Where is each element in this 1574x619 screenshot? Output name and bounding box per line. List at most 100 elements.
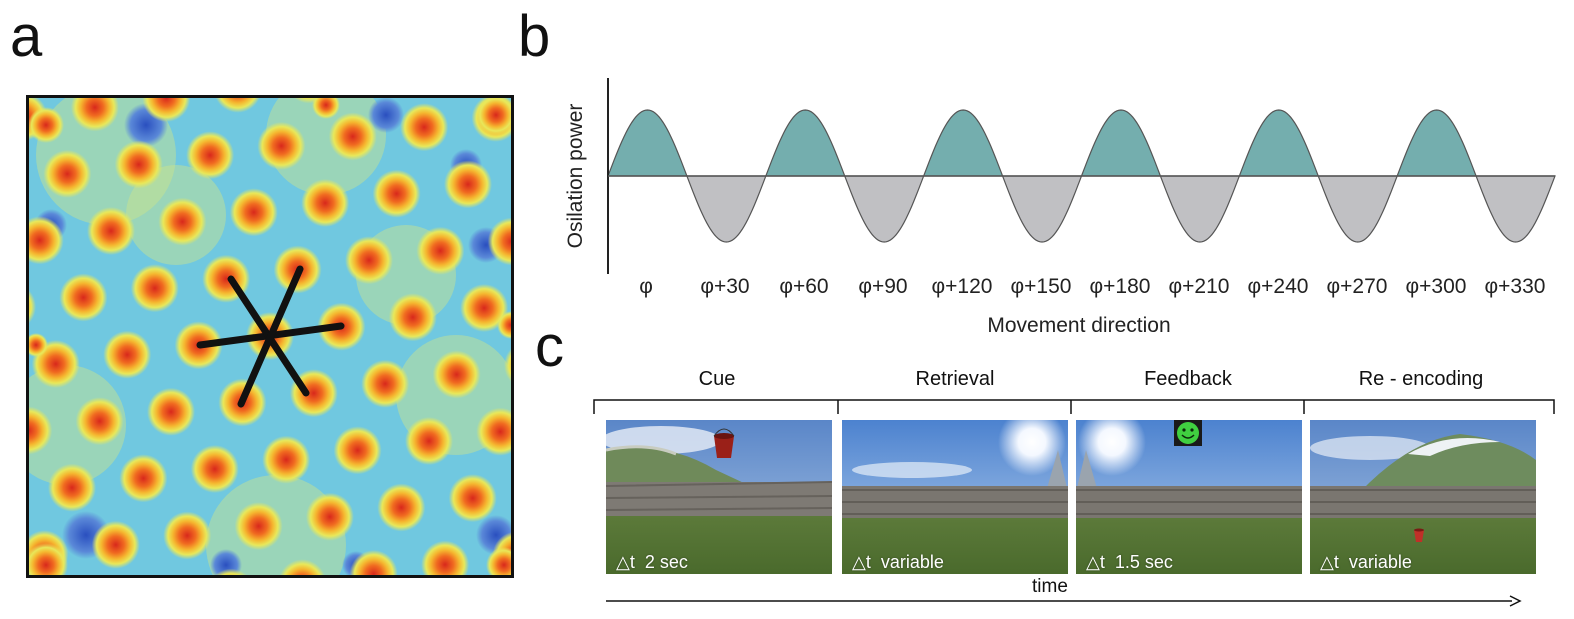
x-tick-label: φ+300	[1406, 275, 1467, 298]
positive-lobe	[764, 109, 846, 177]
positive-lobe	[923, 109, 1004, 177]
firing-field	[476, 407, 511, 456]
firing-field	[158, 197, 207, 246]
x-tick-label: φ+180	[1090, 275, 1151, 298]
x-tick-label: φ	[639, 275, 653, 298]
x-tick-label: φ+330	[1485, 275, 1546, 298]
firing-field	[29, 289, 36, 324]
firing-field	[405, 417, 453, 465]
firing-field	[416, 226, 465, 275]
negative-lobe	[1159, 175, 1240, 243]
retrieval-screenshot: △t variable	[842, 420, 1068, 574]
negative-lobe	[1317, 175, 1399, 243]
firing-field	[147, 387, 195, 436]
grid-axis-line	[237, 265, 304, 408]
firing-field	[70, 98, 119, 132]
oscillation-area	[607, 109, 1556, 243]
firing-field	[377, 483, 426, 532]
firing-field	[421, 540, 470, 575]
firing-field	[444, 160, 492, 209]
phase-label-re-encoding: Re - encoding	[1358, 368, 1484, 390]
positive-lobe	[1080, 109, 1162, 177]
firing-field	[234, 502, 283, 551]
firing-field	[388, 293, 437, 342]
firing-field	[504, 348, 511, 383]
firing-field	[215, 98, 260, 113]
firing-field	[301, 179, 350, 227]
time-arrow	[606, 595, 1522, 607]
x-tick-label: φ+210	[1169, 275, 1230, 298]
firing-field	[448, 474, 497, 523]
negative-lobe	[1001, 175, 1083, 243]
smiley-icon	[1174, 420, 1202, 446]
firing-field	[305, 492, 354, 541]
positive-lobe	[1238, 109, 1320, 177]
x-tick-label: φ+30	[700, 275, 749, 298]
x-tick-label: φ+270	[1327, 275, 1388, 298]
firing-field	[333, 426, 382, 475]
phase-label-feedback: Feedback	[1144, 368, 1232, 390]
firing-field	[460, 284, 509, 332]
firing-field	[229, 188, 278, 237]
feedback-screenshot: △t 1.5 sec	[1076, 420, 1302, 574]
firing-field	[328, 112, 377, 161]
grid-cell-rate-map	[26, 95, 514, 578]
x-tick-label: φ+150	[1011, 275, 1072, 298]
trial-timeline: Cue Retrieval Feedback Re - encoding △t …	[590, 368, 1570, 619]
firing-field	[361, 359, 410, 408]
firing-fields	[29, 98, 511, 575]
firing-field	[91, 520, 140, 569]
phase-brackets	[593, 399, 1555, 414]
firing-field	[48, 463, 96, 512]
firing-field	[119, 454, 168, 503]
firing-field	[29, 406, 53, 455]
firing-field	[487, 217, 511, 266]
firing-field	[345, 236, 393, 285]
time-axis-label: time	[1032, 576, 1068, 597]
positive-lobe	[1396, 109, 1477, 177]
firing-field	[59, 273, 108, 322]
firing-field	[349, 550, 398, 575]
duration-cue: △t 2 sec	[616, 552, 688, 572]
negative-lobe	[843, 175, 925, 243]
firing-field	[186, 131, 235, 180]
panel-label-a: a	[10, 4, 43, 69]
x-axis-title: Movement direction	[987, 314, 1170, 337]
phase-label-cue: Cue	[698, 368, 736, 390]
x-tick-label: φ+240	[1248, 275, 1309, 298]
firing-field	[262, 435, 311, 484]
duration-feedback: △t 1.5 sec	[1086, 552, 1173, 572]
y-axis-title: Osilation power	[564, 104, 587, 249]
firing-field	[103, 330, 152, 379]
x-tick-label: φ+60	[779, 275, 828, 298]
firing-field	[43, 149, 92, 198]
cue-screenshot: △t 2 sec	[606, 420, 832, 574]
firing-field	[163, 511, 212, 560]
negative-lobe	[686, 175, 767, 243]
panel-label-b: b	[518, 4, 551, 69]
firing-field	[130, 264, 179, 313]
firing-field	[400, 103, 449, 152]
hexagonal-axes	[196, 265, 345, 408]
firing-field	[114, 140, 163, 189]
firing-field	[142, 98, 191, 122]
x-tick-label: φ+90	[858, 275, 907, 298]
firing-field	[214, 568, 248, 575]
bucket-icon	[713, 428, 735, 458]
duration-retrieval: △t variable	[852, 552, 944, 572]
firing-field	[279, 559, 325, 575]
duration-re-encoding: △t variable	[1320, 552, 1412, 572]
firing-field	[432, 350, 481, 399]
panel-label-c: c	[535, 314, 564, 379]
x-tick-label: φ+120	[932, 275, 993, 298]
x-tick-labels: φ φ+30 φ+60 φ+90 φ+120 φ+150 φ+180 φ+210 φ+240 φ+…	[639, 275, 1545, 298]
firing-field	[372, 169, 421, 218]
phase-label-retrieval: Retrieval	[915, 368, 995, 390]
re-encoding-screenshot: △t variable	[1310, 420, 1536, 574]
negative-lobe	[1475, 175, 1556, 243]
firing-field	[29, 216, 64, 265]
positive-lobe	[607, 109, 688, 177]
firing-field	[75, 397, 124, 446]
firing-field	[87, 207, 135, 255]
firing-field	[190, 445, 239, 493]
